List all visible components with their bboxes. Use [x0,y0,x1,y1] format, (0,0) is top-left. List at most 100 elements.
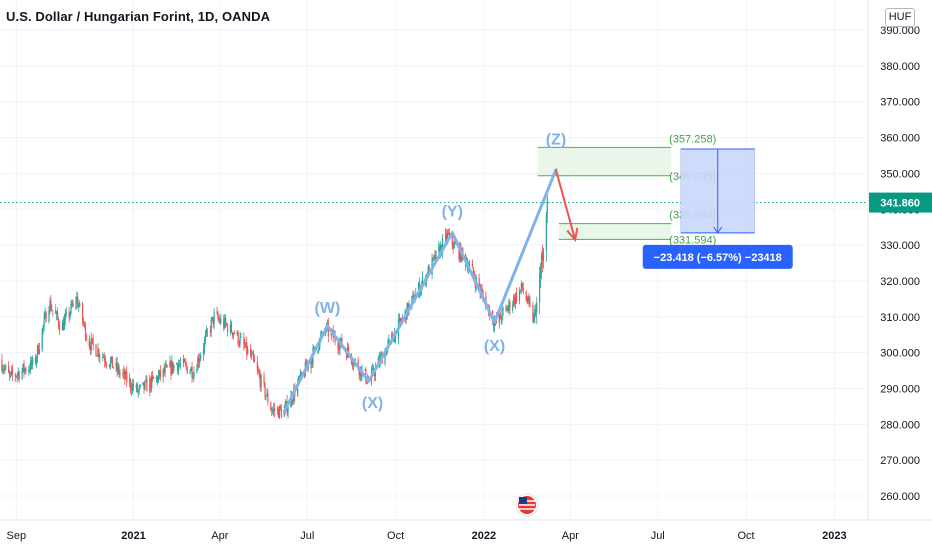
candle-body [364,369,366,370]
candle-body [10,370,13,373]
candle-body [499,313,501,319]
wave-pattern-line [282,168,558,414]
candle-body [339,342,341,350]
candle-body [399,317,401,322]
candle-body [500,318,502,321]
candle-body [278,405,281,418]
candle-body [338,348,340,350]
candle-body [224,318,226,328]
candle-body [57,318,60,326]
candle-body [313,347,315,349]
candle-body [99,356,101,358]
candle-body [129,379,132,389]
candle-body [43,316,45,326]
candle-body [219,319,221,323]
candle-body [177,364,180,371]
candle-body [129,379,131,383]
candle-body [44,312,46,317]
price-axis[interactable]: 390.000380.000370.000360.000350.000340.0… [867,0,932,550]
candle-body [37,345,40,354]
candle-body [257,369,259,373]
candle-body [541,254,544,261]
candle-body [2,369,4,371]
time-axis[interactable]: Sep 2021 Apr Jul Oct 2022 Apr Jul Oct 2023 [0,519,932,550]
candle-body [162,368,164,377]
candle-body [105,363,108,365]
candle-body [539,268,542,276]
candle-body [123,371,125,374]
candle-body [17,371,19,375]
candle-body [432,257,434,259]
candle-body [166,365,168,368]
candle-body [446,232,449,241]
candle-body [189,371,191,374]
candle-body [321,331,323,336]
currency-badge[interactable]: HUF [885,8,915,27]
candle-body [71,303,73,307]
candle-body [515,293,518,302]
candle-body [51,310,53,311]
candle-body [525,291,527,301]
candle-body [539,275,541,303]
candle-body [196,370,198,373]
last-price-label: 341.860 [880,198,920,210]
candle-body [125,371,127,379]
candle-body [199,358,201,363]
candle-body [442,238,444,254]
price-axis-bg [868,0,932,520]
candle-body [458,244,460,259]
candle-body [236,331,238,335]
candle-body [61,322,64,331]
candle-body [169,361,171,368]
candle-body [68,311,70,318]
candle-body [380,354,382,357]
candle-body [190,367,192,372]
zone-label-top: (357.258) [669,133,716,145]
candle-body [9,372,12,375]
candle-body [64,314,66,320]
candle-body [146,379,148,392]
candle-body [216,312,218,314]
candle-body [535,308,537,313]
candle-body [391,333,393,339]
candle-body [354,359,356,361]
measure-tool[interactable]: −23.418 (−6.57%) −23418 [642,148,793,269]
candle-body [42,325,44,329]
candle-body [226,323,228,326]
time-tick-label: 2022 [472,530,496,542]
candle-body [119,373,121,375]
price-tick-label: 390.000 [880,25,920,37]
candle-body [52,310,54,311]
candle-body [452,244,454,249]
candle-body [508,301,510,308]
candle-body [50,300,52,311]
candle-body [79,302,81,307]
candle-body [126,371,128,383]
candle-body [482,291,484,297]
candle-body [38,349,40,354]
candle-body [448,232,450,235]
candle-body [534,308,536,317]
candle-body [245,342,247,348]
candle-body [520,283,522,290]
candle-body [317,350,319,352]
candle-body [104,357,106,362]
candle-body [198,358,200,363]
candle-body [445,233,448,241]
candle-body [103,356,105,358]
candle-body [454,242,456,244]
candle-body [412,294,414,297]
candle-body [398,317,401,320]
candle-body [373,374,376,376]
us-flag-icon[interactable] [515,493,539,517]
candle-body [444,233,447,239]
candle-body [49,300,51,310]
price-tick-label: 290.000 [880,384,920,396]
candle-body [204,335,207,340]
candle-body [287,407,289,413]
candle-body [502,309,504,310]
candle-body [91,338,93,340]
candle-body [545,213,547,250]
